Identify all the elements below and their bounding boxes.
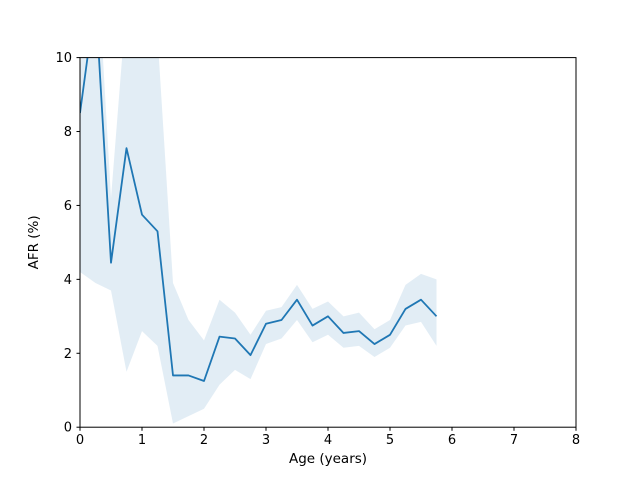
plot-area (80, 57, 576, 428)
x-tick-label: 0 (76, 433, 84, 448)
y-tick-label: 8 (64, 125, 72, 140)
afr-line-path (80, 57, 438, 382)
x-tick-label: 8 (572, 433, 580, 448)
x-tick-label: 3 (262, 433, 270, 448)
x-tick-label: 6 (448, 433, 456, 448)
x-tick-label: 4 (324, 433, 332, 448)
afr-mean-line (80, 57, 438, 382)
axis-tick-labels: 0 1 2 3 4 5 6 7 8 0 2 4 6 8 10 (55, 51, 580, 448)
y-tick-label: 10 (55, 51, 72, 66)
y-tick-label: 2 (64, 347, 72, 362)
y-tick-label: 0 (64, 421, 72, 436)
plot-border-spines (79, 57, 577, 428)
y-tick-label: 4 (64, 273, 72, 288)
x-tick-label: 2 (200, 433, 208, 448)
x-tick-label: 1 (138, 433, 146, 448)
axis-ticks (76, 57, 577, 431)
x-tick-label: 5 (386, 433, 394, 448)
x-axis-label: Age (years) (289, 451, 367, 467)
x-tick-label: 7 (510, 433, 518, 448)
y-axis-label: AFR (%) (26, 215, 42, 269)
y-tick-label: 6 (64, 199, 72, 214)
